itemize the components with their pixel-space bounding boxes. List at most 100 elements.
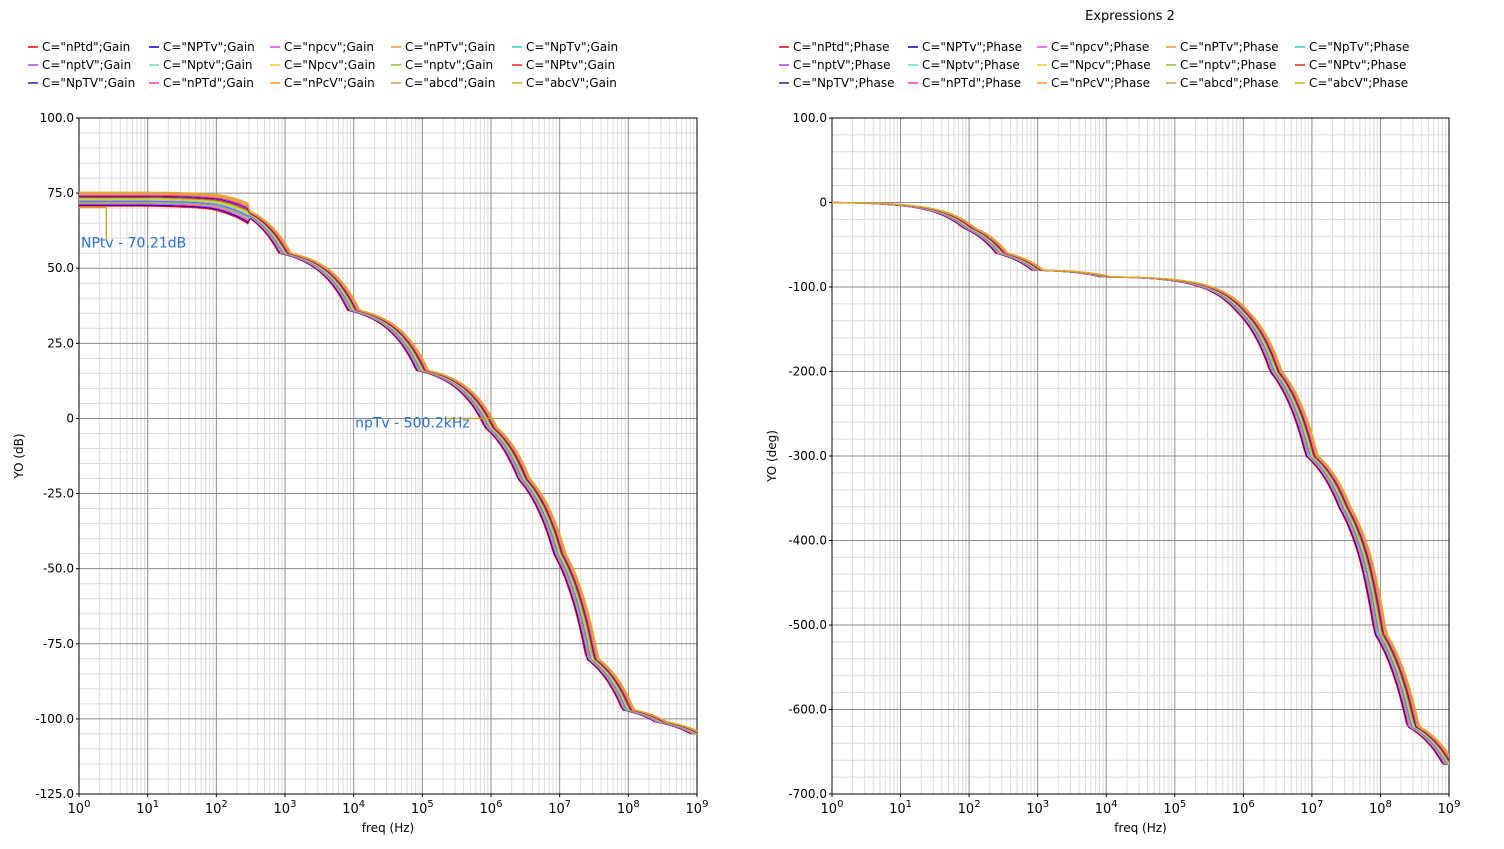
x-tick-label: 108 — [617, 799, 640, 817]
x-tick-label: 101 — [889, 799, 912, 817]
y-tick-label: 100.0 — [793, 111, 827, 125]
legend-item[interactable]: C="npcv";Gain — [270, 40, 374, 54]
legend-item[interactable]: C="NPTv";Phase — [908, 40, 1022, 54]
series-line — [832, 201, 1449, 755]
x-axis-label: freq (Hz) — [1114, 821, 1166, 835]
y-tick-label: -125.0 — [35, 787, 74, 801]
x-tick-label: 107 — [1300, 799, 1323, 817]
y-tick-label: -300.0 — [788, 449, 827, 463]
legend-item[interactable]: C="abcV";Gain — [512, 76, 617, 90]
y-tick-label: 0 — [819, 196, 827, 210]
series-group — [832, 201, 1449, 765]
legend-item[interactable]: C="nPTd";Phase — [908, 76, 1021, 90]
legend-item[interactable]: C="NpTV";Phase — [779, 76, 894, 90]
legend-label: C="nPTd";Gain — [163, 76, 254, 90]
series-line — [79, 201, 697, 735]
legend-label: C="NPtv";Gain — [526, 58, 615, 72]
legend-item[interactable]: C="NpTv";Phase — [1295, 40, 1409, 54]
x-tick-label: 109 — [1438, 799, 1461, 817]
legend-label: C="Npcv";Phase — [1051, 58, 1151, 72]
y-tick-label: 25.0 — [47, 336, 74, 350]
series-line — [79, 199, 697, 735]
legend-item[interactable]: C="NPtv";Phase — [1295, 58, 1406, 72]
annotation-marker — [79, 206, 107, 242]
legend-label: C="nPTd";Phase — [922, 76, 1021, 90]
legend-item[interactable]: C="NpTV";Gain — [28, 76, 135, 90]
legend-item[interactable]: C="abcV";Phase — [1295, 76, 1408, 90]
legend-label: C="Nptv";Gain — [163, 58, 253, 72]
series-line — [79, 195, 697, 734]
legend-item[interactable]: C="NpTv";Gain — [512, 40, 618, 54]
legend-label: C="abcd";Gain — [405, 76, 495, 90]
legend-item[interactable]: C="Nptv";Gain — [149, 58, 253, 72]
series-line — [79, 205, 697, 735]
x-tick-label: 100 — [68, 799, 91, 817]
legend-label: C="npcv";Gain — [284, 40, 374, 54]
x-tick-label: 108 — [1369, 799, 1392, 817]
x-tick-label: 103 — [274, 799, 297, 817]
x-tick-label: 103 — [1026, 799, 1049, 817]
legend-item[interactable]: C="Npcv";Gain — [270, 58, 375, 72]
y-tick-label: 0 — [66, 411, 74, 425]
legend-label: C="NpTV";Phase — [793, 76, 894, 90]
legend-item[interactable]: C="nPtd";Phase — [779, 40, 890, 54]
legend-label: C="nPcV";Gain — [284, 76, 375, 90]
legend-item[interactable]: C="nPtd";Gain — [28, 40, 130, 54]
y-tick-label: -100.0 — [788, 280, 827, 294]
legend-item[interactable]: C="Npcv";Phase — [1037, 58, 1151, 72]
legend-label: C="NPtv";Phase — [1309, 58, 1406, 72]
x-tick-label: 105 — [1163, 799, 1186, 817]
legend-item[interactable]: C="NPtv";Gain — [512, 58, 615, 72]
legend-item[interactable]: C="NPTv";Gain — [149, 40, 255, 54]
legend-item[interactable]: C="nPTv";Phase — [1166, 40, 1279, 54]
legend-item[interactable]: C="npcv";Phase — [1037, 40, 1149, 54]
legend-label: C="nPTv";Phase — [1180, 40, 1279, 54]
legend-item[interactable]: C="nptV";Phase — [779, 58, 890, 72]
x-axis-label: freq (Hz) — [362, 821, 414, 835]
series-line — [832, 201, 1449, 761]
series-line — [79, 198, 697, 735]
x-tick-label: 106 — [480, 799, 503, 817]
phase-chart: C="nPtd";Phase C="NPTv";Phase C="npcv";Pha… — [765, 40, 1460, 835]
legend-label: C="nPtd";Phase — [793, 40, 890, 54]
series-line — [79, 192, 697, 732]
plot-area — [78, 117, 698, 795]
legend-item[interactable]: C="nptV";Gain — [28, 58, 131, 72]
series-line — [79, 202, 697, 735]
x-tick-label: 109 — [686, 799, 709, 817]
series-line — [832, 201, 1449, 762]
y-tick-label: -100.0 — [35, 712, 74, 726]
legend-item[interactable]: C="abcd";Gain — [391, 76, 495, 90]
major-grid — [78, 117, 698, 795]
y-tick-label: -500.0 — [788, 618, 827, 632]
annotation-label: NPtv - 70.21dB — [81, 236, 186, 252]
legend-item[interactable]: C="nPcV";Phase — [1037, 76, 1150, 90]
series-line — [79, 197, 697, 734]
legend-item[interactable]: C="nptv";Gain — [391, 58, 493, 72]
y-axis-label: YO (dB) — [12, 433, 26, 479]
series-line — [832, 201, 1449, 756]
x-tick-label: 101 — [136, 799, 159, 817]
legend-label: C="nptv";Phase — [1180, 58, 1276, 72]
series-line — [79, 204, 697, 735]
annotation-label: npTv - 500.2kHz — [355, 415, 470, 431]
legend-item[interactable]: C="nptv";Phase — [1166, 58, 1276, 72]
legend-label: C="nPtd";Gain — [42, 40, 130, 54]
legend-item[interactable]: C="nPcV";Gain — [270, 76, 375, 90]
y-tick-label: -25.0 — [43, 487, 74, 501]
legend-label: C="NpTv";Phase — [1309, 40, 1409, 54]
legend-label: C="abcV";Gain — [526, 76, 617, 90]
legend-item[interactable]: C="nPTv";Gain — [391, 40, 495, 54]
legend-item[interactable]: C="Nptv";Phase — [908, 58, 1020, 72]
minor-grid — [79, 118, 697, 794]
y-axis-label: YO (deg) — [765, 430, 779, 483]
y-tick-label: 75.0 — [47, 186, 74, 200]
series-line — [79, 191, 697, 732]
legend-label: C="nPcV";Phase — [1051, 76, 1150, 90]
legend-item[interactable]: C="abcd";Phase — [1166, 76, 1279, 90]
legend-label: C="NPTv";Gain — [163, 40, 255, 54]
y-tick-label: -200.0 — [788, 365, 827, 379]
legend-label: C="Nptv";Phase — [922, 58, 1020, 72]
legend-item[interactable]: C="nPTd";Gain — [149, 76, 254, 90]
